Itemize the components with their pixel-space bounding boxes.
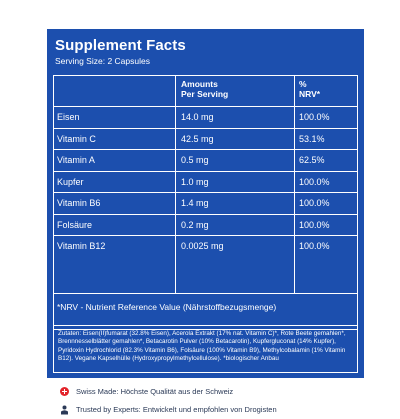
- supplement-facts-panel: Supplement Facts Serving Size: 2 Capsule…: [47, 29, 364, 378]
- table-row: Folsäure 0.2 mg 100.0%: [54, 213, 357, 236]
- nutrient-name: Folsäure: [57, 219, 93, 230]
- expert-badge-icon: [60, 405, 69, 415]
- panel-title: Supplement Facts: [55, 37, 186, 54]
- table-header-row: Amounts Per Serving % NRV*: [54, 76, 357, 106]
- table-row: Eisen 14.0 mg 100.0%: [54, 106, 357, 128]
- nutrient-nrv: 100.0%: [299, 241, 330, 251]
- table-row: Vitamin B12 0.0025 mg 100.0%: [54, 235, 357, 257]
- nutrient-name: Vitamin A: [57, 155, 95, 165]
- nutrient-name: Eisen: [57, 112, 80, 122]
- nutrient-name: Kupfer: [57, 176, 84, 187]
- nutrient-amount: 1.0 mg: [181, 176, 209, 187]
- nutrient-nrv: 62.5%: [299, 155, 325, 165]
- nutrient-amount: 14.0 mg: [181, 112, 214, 122]
- trusted-experts-claim: Trusted by Experts: Entwickelt und empfo…: [60, 405, 277, 415]
- nrv-header-line2: NRV*: [299, 89, 321, 99]
- nutrient-amount: 42.5 mg: [181, 133, 214, 144]
- trusted-experts-text: Trusted by Experts: Entwickelt und empfo…: [76, 405, 277, 414]
- nutrient-nrv: 100.0%: [299, 219, 330, 230]
- nutrient-name: Vitamin B12: [57, 241, 106, 251]
- nutrient-amount: 0.0025 mg: [181, 241, 224, 251]
- column-divider-2: [294, 76, 295, 293]
- serving-size: Serving Size: 2 Capsules: [55, 56, 150, 66]
- swiss-flag-icon: [60, 387, 69, 396]
- nutrient-amount: 0.2 mg: [181, 219, 209, 230]
- table-row: Vitamin C 42.5 mg 53.1%: [54, 127, 357, 150]
- amount-header: Amounts Per Serving: [181, 79, 228, 99]
- nrv-header: % NRV*: [299, 79, 320, 99]
- swiss-made-text: Swiss Made: Höchste Qualität aus der Sch…: [76, 387, 234, 396]
- nutrient-name: Vitamin B6: [57, 198, 101, 208]
- ingredients-text: Zutaten: Eisen(II)fumarat (32.8% Eisen),…: [53, 325, 358, 373]
- nrv-header-line1: %: [299, 79, 307, 89]
- nutrient-name: Vitamin C: [57, 133, 96, 144]
- nutrient-amount: 0.5 mg: [181, 155, 209, 165]
- swiss-made-claim: Swiss Made: Höchste Qualität aus der Sch…: [60, 387, 233, 396]
- nutrient-nrv: 100.0%: [299, 176, 330, 187]
- amount-header-line2: Per Serving: [181, 89, 229, 99]
- column-divider-1: [175, 76, 176, 293]
- nutrient-nrv: 100.0%: [299, 112, 330, 122]
- nutrient-amount: 1.4 mg: [181, 198, 209, 208]
- nutrient-table: Amounts Per Serving % NRV* Eisen 14.0 mg…: [53, 75, 358, 330]
- nutrient-nrv: 53.1%: [299, 133, 325, 144]
- nutrient-nrv: 100.0%: [299, 198, 330, 208]
- nrv-footnote: *NRV - Nutrient Reference Value (Nährsto…: [57, 302, 277, 312]
- table-row: Vitamin A 0.5 mg 62.5%: [54, 149, 357, 171]
- table-row: Vitamin B6 1.4 mg 100.0%: [54, 192, 357, 214]
- amount-header-line1: Amounts: [181, 79, 218, 89]
- table-row: Kupfer 1.0 mg 100.0%: [54, 170, 357, 193]
- nrv-note-row: *NRV - Nutrient Reference Value (Nährsto…: [54, 293, 357, 322]
